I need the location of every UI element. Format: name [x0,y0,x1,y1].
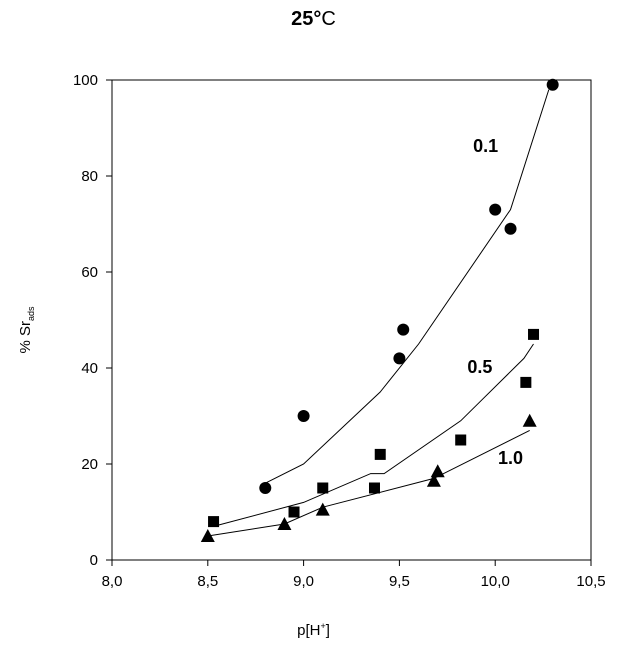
x-tick-label: 10,5 [576,573,605,590]
x-tick-label: 10,0 [481,573,510,590]
x-tick-label: 8,0 [102,573,123,590]
series-label: 0.1 [473,136,498,156]
data-point-triangle [277,517,292,530]
series-label: 0.5 [467,357,492,377]
data-point-triangle [200,529,215,542]
data-point-circle [259,482,272,494]
y-axis-label: % Srads [17,306,36,354]
y-tick-label: 0 [90,552,98,569]
y-tick-label: 20 [81,456,98,473]
data-point-triangle [522,413,537,427]
data-point-circle [393,352,406,365]
data-point-square [208,516,220,528]
x-axis-label: p[H+] [297,621,330,639]
data-point-square [455,434,467,446]
y-tick-label: 100 [73,72,98,89]
data-point-triangle [430,464,445,478]
data-point-triangle [426,473,441,487]
y-tick-label: 40 [81,360,98,377]
plot-frame [111,79,592,561]
data-point-triangle [315,502,330,516]
data-point-circle [546,78,559,91]
data-point-circle [397,323,410,336]
series-label: 1.0 [498,448,523,468]
y-tick-label: 60 [81,264,98,281]
data-point-square [374,448,386,460]
x-tick-label: 9,0 [293,573,314,590]
data-point-square [288,506,300,518]
fit-line-0.1 [265,89,550,484]
data-point-circle [489,203,502,216]
data-point-circle [504,222,517,235]
data-point-square [317,482,329,494]
y-tick-label: 80 [81,168,98,185]
fit-line-1.0 [207,429,530,537]
x-tick-label: 9,5 [389,573,410,590]
data-point-square [520,376,532,388]
data-point-square [368,482,380,494]
data-point-square [528,328,540,340]
fit-line-0.5 [213,343,534,527]
chart-title: 25°C [291,8,336,30]
data-point-circle [297,410,310,422]
x-tick-label: 8,5 [197,573,218,590]
